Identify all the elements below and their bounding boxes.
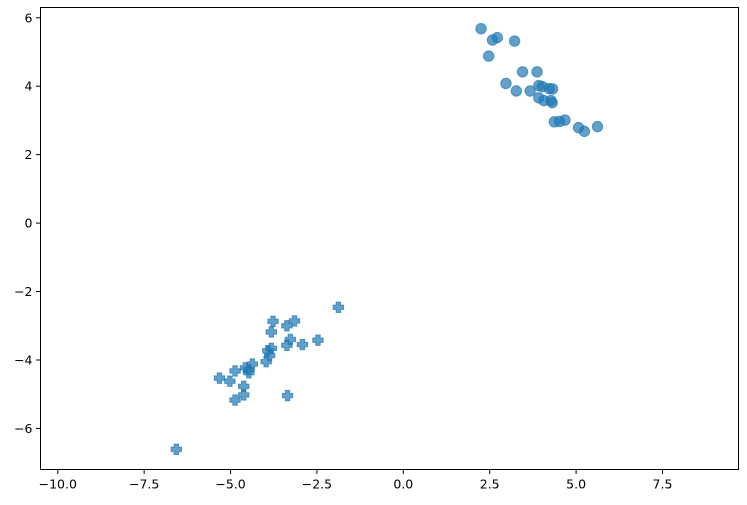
- plus-point: [288, 315, 301, 327]
- plus-point: [267, 315, 279, 328]
- circle-point: [546, 83, 559, 95]
- y-tick-label: −6: [14, 421, 32, 436]
- plus-point: [265, 326, 278, 338]
- x-tick-label: 5.0: [566, 477, 586, 492]
- y-tick-label: −4: [14, 352, 32, 367]
- plus-point: [281, 339, 293, 351]
- x-tick-label: −5.0: [215, 477, 245, 492]
- plus-point: [281, 320, 293, 332]
- plus-point: [281, 389, 294, 402]
- plus-point: [224, 375, 236, 387]
- circle-point: [482, 50, 495, 62]
- circle-point: [475, 23, 487, 35]
- circle-point: [508, 35, 521, 47]
- x-tick-label: 2.5: [480, 477, 500, 492]
- circle-point: [591, 120, 604, 133]
- x-axis: −10.0 −7.5 −5.0 −2.5 0.0 2.5 5.0 7.5: [39, 469, 673, 492]
- plus-point: [213, 372, 226, 384]
- circle-point: [531, 66, 543, 78]
- plus-point: [237, 389, 250, 401]
- x-tick-label: 7.5: [653, 477, 673, 492]
- x-tick-label: −10.0: [39, 477, 77, 492]
- circle-point: [516, 66, 529, 78]
- plus-point: [332, 301, 345, 313]
- y-tick-label: 0: [25, 216, 33, 231]
- plus-point: [243, 366, 255, 379]
- circle-point: [546, 96, 558, 109]
- plus-point: [296, 338, 309, 351]
- y-tick-label: 2: [25, 147, 33, 162]
- plus-point: [229, 394, 241, 406]
- plus-point: [229, 365, 241, 377]
- plus-point: [170, 443, 182, 456]
- x-tick-label: −7.5: [129, 477, 159, 492]
- circle-point: [524, 85, 536, 97]
- plus-point: [312, 334, 324, 346]
- y-tick-label: 4: [25, 79, 33, 94]
- y-axis: −6 −4 −2 0 2 4 6: [14, 10, 41, 436]
- x-tick-label: 0.0: [393, 477, 413, 492]
- x-tick-label: −2.5: [302, 477, 332, 492]
- circle-point: [578, 125, 591, 138]
- circle-point: [500, 77, 512, 90]
- plot-frame: [40, 7, 739, 470]
- y-tick-label: 6: [25, 10, 33, 25]
- circle-point: [486, 34, 499, 46]
- circle-point: [510, 85, 523, 97]
- y-tick-label: −2: [14, 284, 32, 299]
- data-points: [170, 23, 604, 456]
- plus-point: [260, 356, 272, 368]
- circle-point: [559, 114, 571, 126]
